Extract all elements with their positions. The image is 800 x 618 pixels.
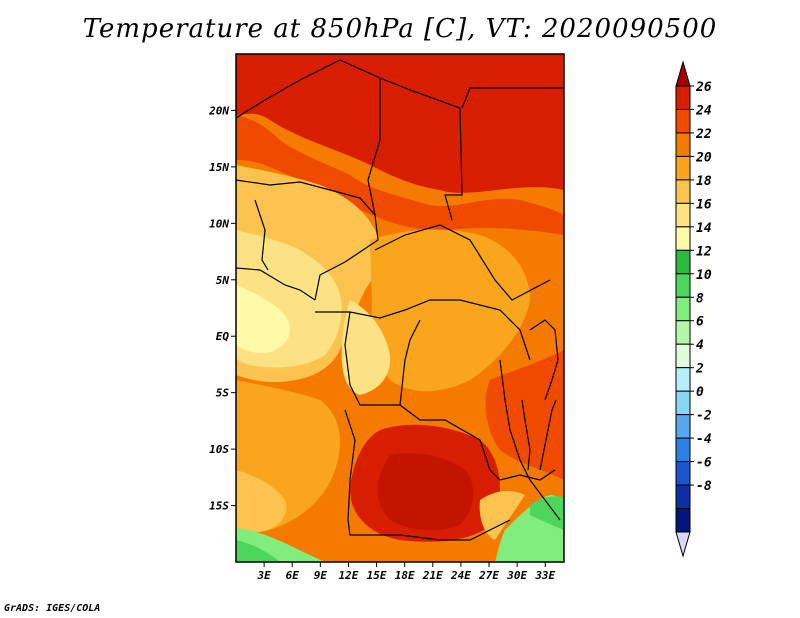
border-line (529, 319, 559, 401)
colorbar-swatch (675, 437, 691, 463)
colorbar-swatch (675, 367, 691, 392)
field-green-se2 (530, 496, 564, 530)
lat-tick-label: 20N (208, 104, 229, 117)
colorbar-label: 24 (695, 103, 712, 118)
colorbar-top-arrow (675, 60, 691, 87)
colorbar-label: 0 (696, 385, 704, 400)
field-central (370, 229, 530, 392)
lon-tick-label: 9E (314, 569, 328, 582)
colorbar-label: -8 (696, 479, 712, 494)
lat-tick-label: 10S (209, 443, 229, 456)
colorbar-swatch (675, 226, 691, 251)
lat-tick-label: 15N (209, 161, 229, 174)
border-line (521, 399, 531, 471)
colorbar-swatch (675, 508, 691, 533)
border-line (254, 199, 269, 271)
colorbar-swatch (675, 343, 691, 369)
colorbar-swatch (675, 296, 691, 322)
lon-tick-label: 12E (339, 569, 359, 582)
field-coast-palest (236, 285, 290, 353)
grads-credit: GrADS: IGES/COLA (4, 603, 101, 614)
border-line (315, 299, 531, 361)
colorbar-swatch (675, 249, 691, 275)
colorbar-swatch (675, 414, 691, 439)
lon-tick-label: 30E (506, 569, 527, 582)
border-line (236, 267, 316, 301)
colorbar-label: 26 (695, 80, 712, 95)
colorbar-label: 2 (695, 362, 704, 377)
field-south-red (377, 453, 474, 531)
field-north-hot (236, 54, 564, 193)
colorbar-swatch (675, 273, 691, 298)
colorbar-label: 22 (695, 127, 712, 142)
colorbar-label: -6 (696, 456, 712, 471)
lon-tick-label: 24E (450, 569, 471, 582)
lat-tick-label: EQ (216, 330, 230, 343)
lat-tick-label: 5S (216, 387, 230, 400)
colorbar-bottom-arrow (675, 531, 691, 558)
colorbar-swatch (675, 320, 691, 345)
border-line (236, 179, 379, 301)
longitude-axis: 3E 6E 9E 12E 15E 18E 21E 24E 27E 30E 33E (256, 562, 556, 582)
colorbar-swatch (675, 461, 691, 486)
country-borders (236, 59, 564, 541)
colorbar-label: 12 (696, 244, 712, 259)
colorbar-label: 16 (696, 197, 712, 212)
border-line (399, 319, 421, 406)
lon-tick-label: 33E (534, 569, 555, 582)
field-north-lighter (236, 115, 564, 235)
colorbar-swatch (675, 108, 691, 134)
border-line (499, 359, 561, 521)
lat-tick-label: 5N (216, 274, 230, 287)
field-southwest-light (236, 470, 287, 533)
field-green-sw2 (236, 540, 280, 562)
field-central-light (341, 300, 391, 395)
lon-tick-label: 3E (256, 569, 271, 582)
lon-tick-label: 18E (395, 569, 415, 582)
border-line (379, 77, 463, 221)
latitude-axis: 20N 15N 10N 5N EQ 5S 10S 15S (208, 104, 236, 513)
border-line (236, 59, 381, 216)
colorbar-swatch (675, 390, 691, 416)
colorbar-label: 18 (696, 174, 712, 189)
colorbar-label: 10 (696, 268, 712, 283)
border-line (344, 409, 511, 541)
chart-title: Temperature at 850hPa [C], VT: 202009050… (82, 14, 718, 44)
border-line (461, 87, 564, 109)
colorbar-label: 4 (696, 338, 704, 353)
border-line (539, 399, 557, 471)
lat-tick-label: 10N (209, 217, 229, 230)
border-line (374, 224, 551, 301)
border-line (489, 469, 556, 481)
colorbar-swatch (675, 85, 691, 110)
colorbar-swatch (675, 155, 691, 181)
field-yellow-se (479, 490, 525, 540)
colorbar-swatch (675, 484, 691, 510)
lon-tick-label: 6E (286, 569, 300, 582)
colorbar-label: 20 (695, 150, 712, 165)
lon-tick-label: 21E (422, 569, 443, 582)
colorbar-label: -4 (696, 432, 712, 447)
colorbar-label: 8 (696, 291, 704, 306)
colorbar-label: 14 (696, 221, 712, 236)
lat-tick-label: 15S (209, 500, 229, 513)
temperature-field (236, 54, 564, 562)
lon-tick-label: 15E (367, 569, 387, 582)
colorbar-swatch (675, 132, 691, 157)
map-frame (235, 53, 565, 563)
colorbar-label: 6 (696, 315, 704, 330)
lon-tick-label: 27E (478, 569, 499, 582)
colorbar-swatch (675, 179, 691, 204)
colorbar-swatch (675, 202, 691, 228)
colorbar-label: -2 (696, 409, 712, 424)
